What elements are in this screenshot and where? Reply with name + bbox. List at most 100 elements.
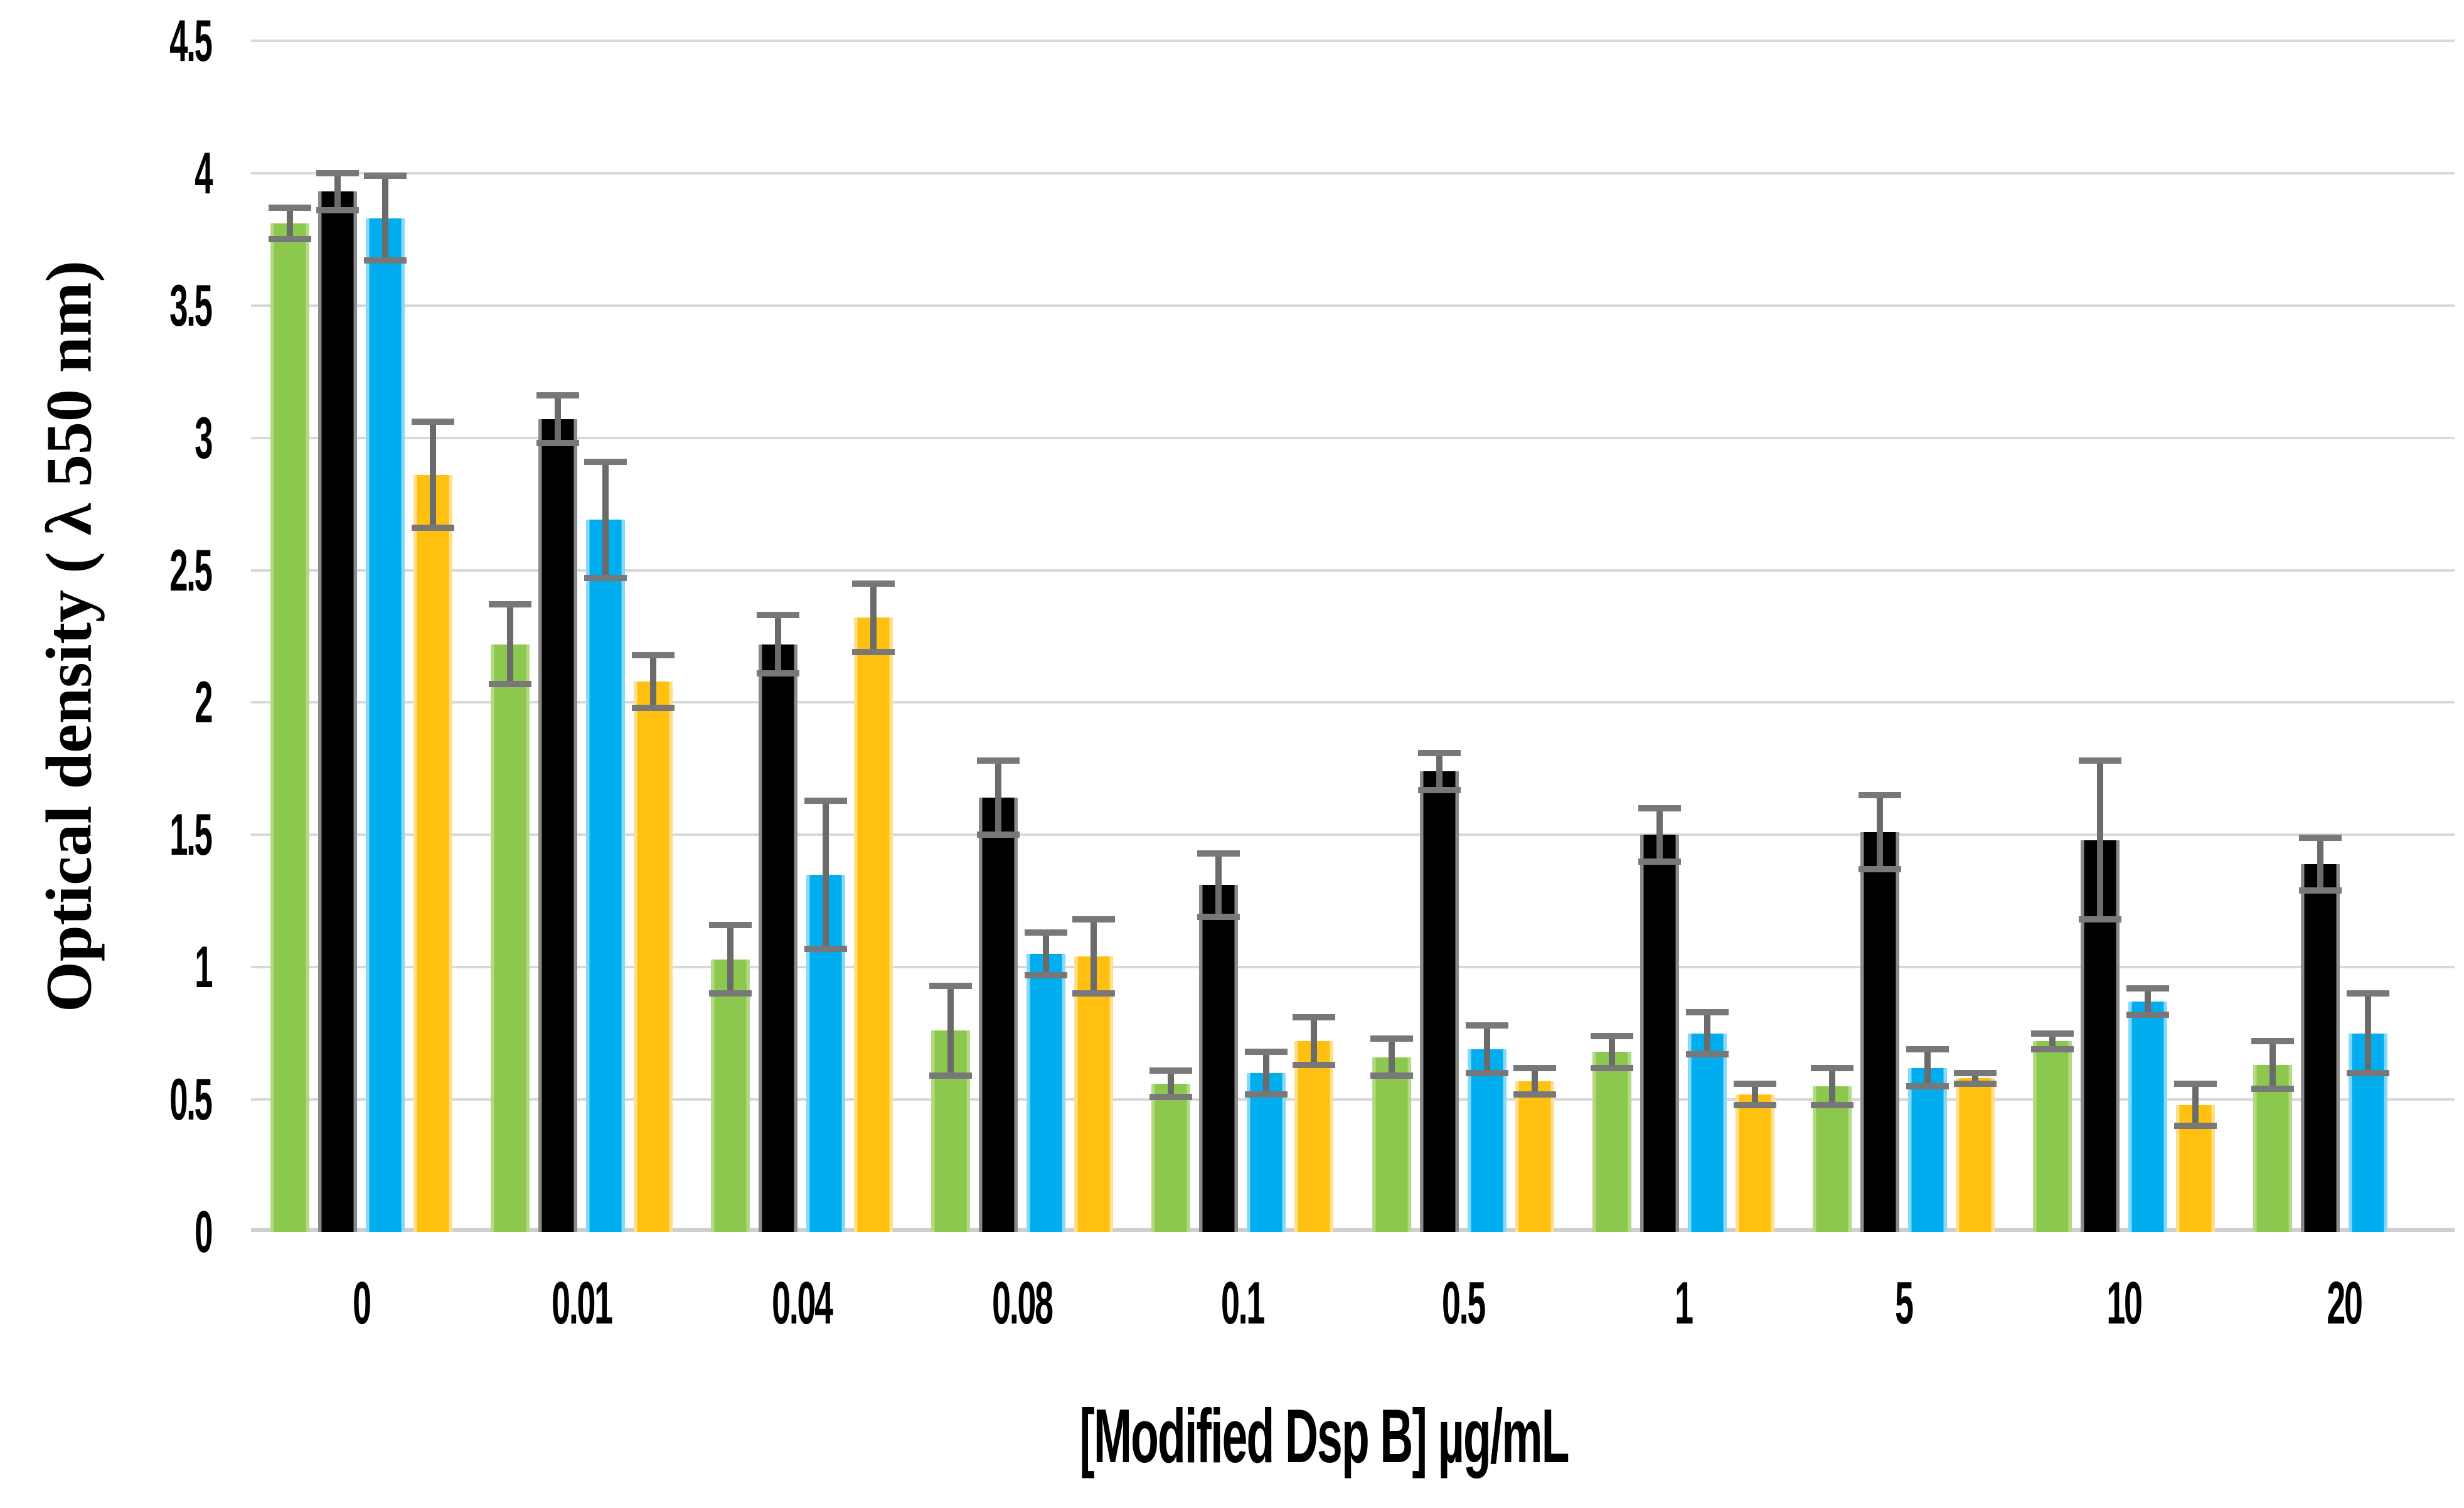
error-cap-bottom-green-series-1 (1590, 1064, 1633, 1071)
error-cap-top-yellow-series-0.5 (1513, 1064, 1556, 1071)
error-cap-bottom-yellow-series-10 (2174, 1123, 2217, 1130)
bar-slot-black-series-0 (316, 41, 359, 1232)
x-tick-label-20: 20 (2327, 1270, 2364, 1337)
bar-slot-black-series-5 (1859, 41, 1902, 1232)
error-cap-top-black-series-0.5 (1417, 749, 1461, 756)
bar-green-series-5 (1813, 1086, 1852, 1232)
error-bar-blue-series-0.08 (1043, 933, 1050, 975)
error-bar-green-series-5 (1829, 1067, 1836, 1105)
bar-blue-series-0.5 (1467, 1049, 1507, 1232)
bar-slot-blue-series-5 (1906, 41, 1949, 1232)
bar-slot-blue-series-20 (2347, 41, 2390, 1232)
error-cap-top-green-series-0.08 (929, 982, 973, 989)
bar-group-10 (2014, 41, 2234, 1232)
error-bar-green-series-1 (1608, 1035, 1615, 1068)
bar-slot-green-series-1 (1590, 41, 1633, 1232)
error-cap-bottom-black-series-0.01 (536, 440, 579, 447)
error-cap-bottom-yellow-series-1 (1733, 1101, 1776, 1108)
error-cap-bottom-green-series-5 (1811, 1101, 1854, 1108)
bar-slot-yellow-series-20 (2396, 41, 2435, 1232)
error-cap-bottom-black-series-10 (2079, 916, 2122, 923)
error-cap-top-green-series-0.01 (488, 601, 531, 608)
bar-blue-series-0 (365, 218, 405, 1232)
bar-yellow-series-0.04 (854, 618, 893, 1232)
bar-yellow-series-1 (1735, 1094, 1774, 1232)
gridline-2.0 (251, 701, 2455, 704)
bar-slot-black-series-0.01 (536, 41, 579, 1232)
bar-yellow-series-0.01 (633, 681, 673, 1232)
error-cap-top-yellow-series-0 (411, 419, 454, 425)
bar-black-series-20 (2301, 864, 2340, 1232)
error-cap-bottom-yellow-series-0.1 (1293, 1062, 1336, 1069)
bar-blue-series-0.08 (1027, 954, 1066, 1232)
error-cap-top-yellow-series-0.01 (631, 651, 675, 658)
error-cap-bottom-green-series-0.5 (1370, 1072, 1413, 1079)
error-cap-top-yellow-series-0.04 (852, 580, 895, 587)
bar-slot-yellow-series-5 (1954, 41, 1997, 1232)
bar-blue-series-10 (2128, 1002, 2168, 1232)
error-cap-top-blue-series-10 (2126, 985, 2170, 992)
error-cap-bottom-blue-series-0.1 (1245, 1091, 1288, 1098)
x-axis-title: [Modified Dsp B] µg/mL (1079, 1393, 1569, 1479)
y-tick-label-1.5: 1.5 (169, 801, 213, 868)
bar-slot-green-series-10 (2031, 41, 2074, 1232)
error-cap-bottom-black-series-0.1 (1197, 914, 1240, 921)
error-cap-top-blue-series-1 (1685, 1008, 1729, 1015)
error-cap-bottom-green-series-10 (2031, 1045, 2074, 1052)
bar-group-1 (1573, 41, 1793, 1232)
error-cap-bottom-blue-series-20 (2347, 1069, 2390, 1076)
bar-slot-blue-series-0 (363, 41, 407, 1232)
bar-slot-yellow-series-0.01 (631, 41, 675, 1232)
error-cap-bottom-black-series-0 (316, 206, 359, 213)
error-bar-black-series-0.5 (1436, 752, 1443, 790)
bar-slot-blue-series-0.01 (584, 41, 627, 1232)
error-cap-bottom-green-series-0.08 (929, 1072, 973, 1079)
error-bar-blue-series-0.01 (602, 461, 609, 579)
bar-black-series-5 (1860, 832, 1900, 1232)
error-bar-yellow-series-0.5 (1531, 1067, 1538, 1094)
bar-slot-black-series-0.08 (977, 41, 1020, 1232)
error-cap-top-black-series-0 (316, 169, 359, 176)
bar-group-0.08 (912, 41, 1133, 1232)
bar-slot-black-series-20 (2299, 41, 2342, 1232)
y-tick-label-2.5: 2.5 (169, 537, 213, 603)
gridline-1.0 (251, 966, 2455, 969)
error-cap-bottom-blue-series-0 (363, 257, 407, 264)
error-cap-top-green-series-0 (268, 204, 311, 211)
bar-green-series-0.04 (711, 959, 750, 1232)
error-cap-top-blue-series-0.08 (1025, 929, 1068, 936)
error-cap-bottom-blue-series-0.5 (1465, 1069, 1508, 1076)
error-cap-top-yellow-series-0.1 (1293, 1014, 1336, 1021)
error-cap-top-yellow-series-5 (1954, 1069, 1997, 1076)
x-tick-label-0: 0 (352, 1270, 371, 1337)
bar-slot-yellow-series-1 (1733, 41, 1776, 1232)
error-cap-bottom-yellow-series-0.04 (852, 649, 895, 656)
error-cap-top-green-series-1 (1590, 1032, 1633, 1039)
gridline-3.5 (251, 304, 2455, 307)
error-cap-bottom-blue-series-0.04 (804, 945, 847, 952)
error-cap-top-green-series-20 (2251, 1038, 2295, 1045)
error-bar-black-series-0.04 (775, 615, 781, 674)
error-cap-bottom-black-series-5 (1859, 866, 1902, 873)
bar-slot-black-series-0.5 (1417, 41, 1461, 1232)
bar-slot-yellow-series-0.5 (1513, 41, 1556, 1232)
x-tick-label-5: 5 (1895, 1270, 1914, 1337)
error-cap-bottom-blue-series-5 (1906, 1083, 1949, 1090)
bar-slot-blue-series-10 (2126, 41, 2170, 1232)
bar-slot-blue-series-0.08 (1025, 41, 1068, 1232)
error-bar-green-series-0.01 (506, 604, 513, 684)
bar-yellow-series-0.5 (1515, 1081, 1554, 1232)
bar-green-series-0 (270, 223, 309, 1232)
y-tick-label-4.5: 4.5 (169, 8, 213, 73)
bar-slot-green-series-0.08 (929, 41, 973, 1232)
bar-yellow-series-0.1 (1294, 1041, 1334, 1232)
gridline-3.0 (251, 436, 2455, 439)
error-cap-top-green-series-5 (1811, 1064, 1854, 1071)
x-tick-label-1: 1 (1674, 1270, 1693, 1337)
bar-group-0.01 (471, 41, 691, 1232)
error-bar-blue-series-0 (381, 176, 388, 261)
error-cap-top-black-series-0.04 (757, 612, 799, 619)
bar-slot-green-series-0.1 (1149, 41, 1193, 1232)
error-bar-black-series-5 (1877, 795, 1884, 870)
error-cap-bottom-blue-series-1 (1685, 1051, 1729, 1058)
